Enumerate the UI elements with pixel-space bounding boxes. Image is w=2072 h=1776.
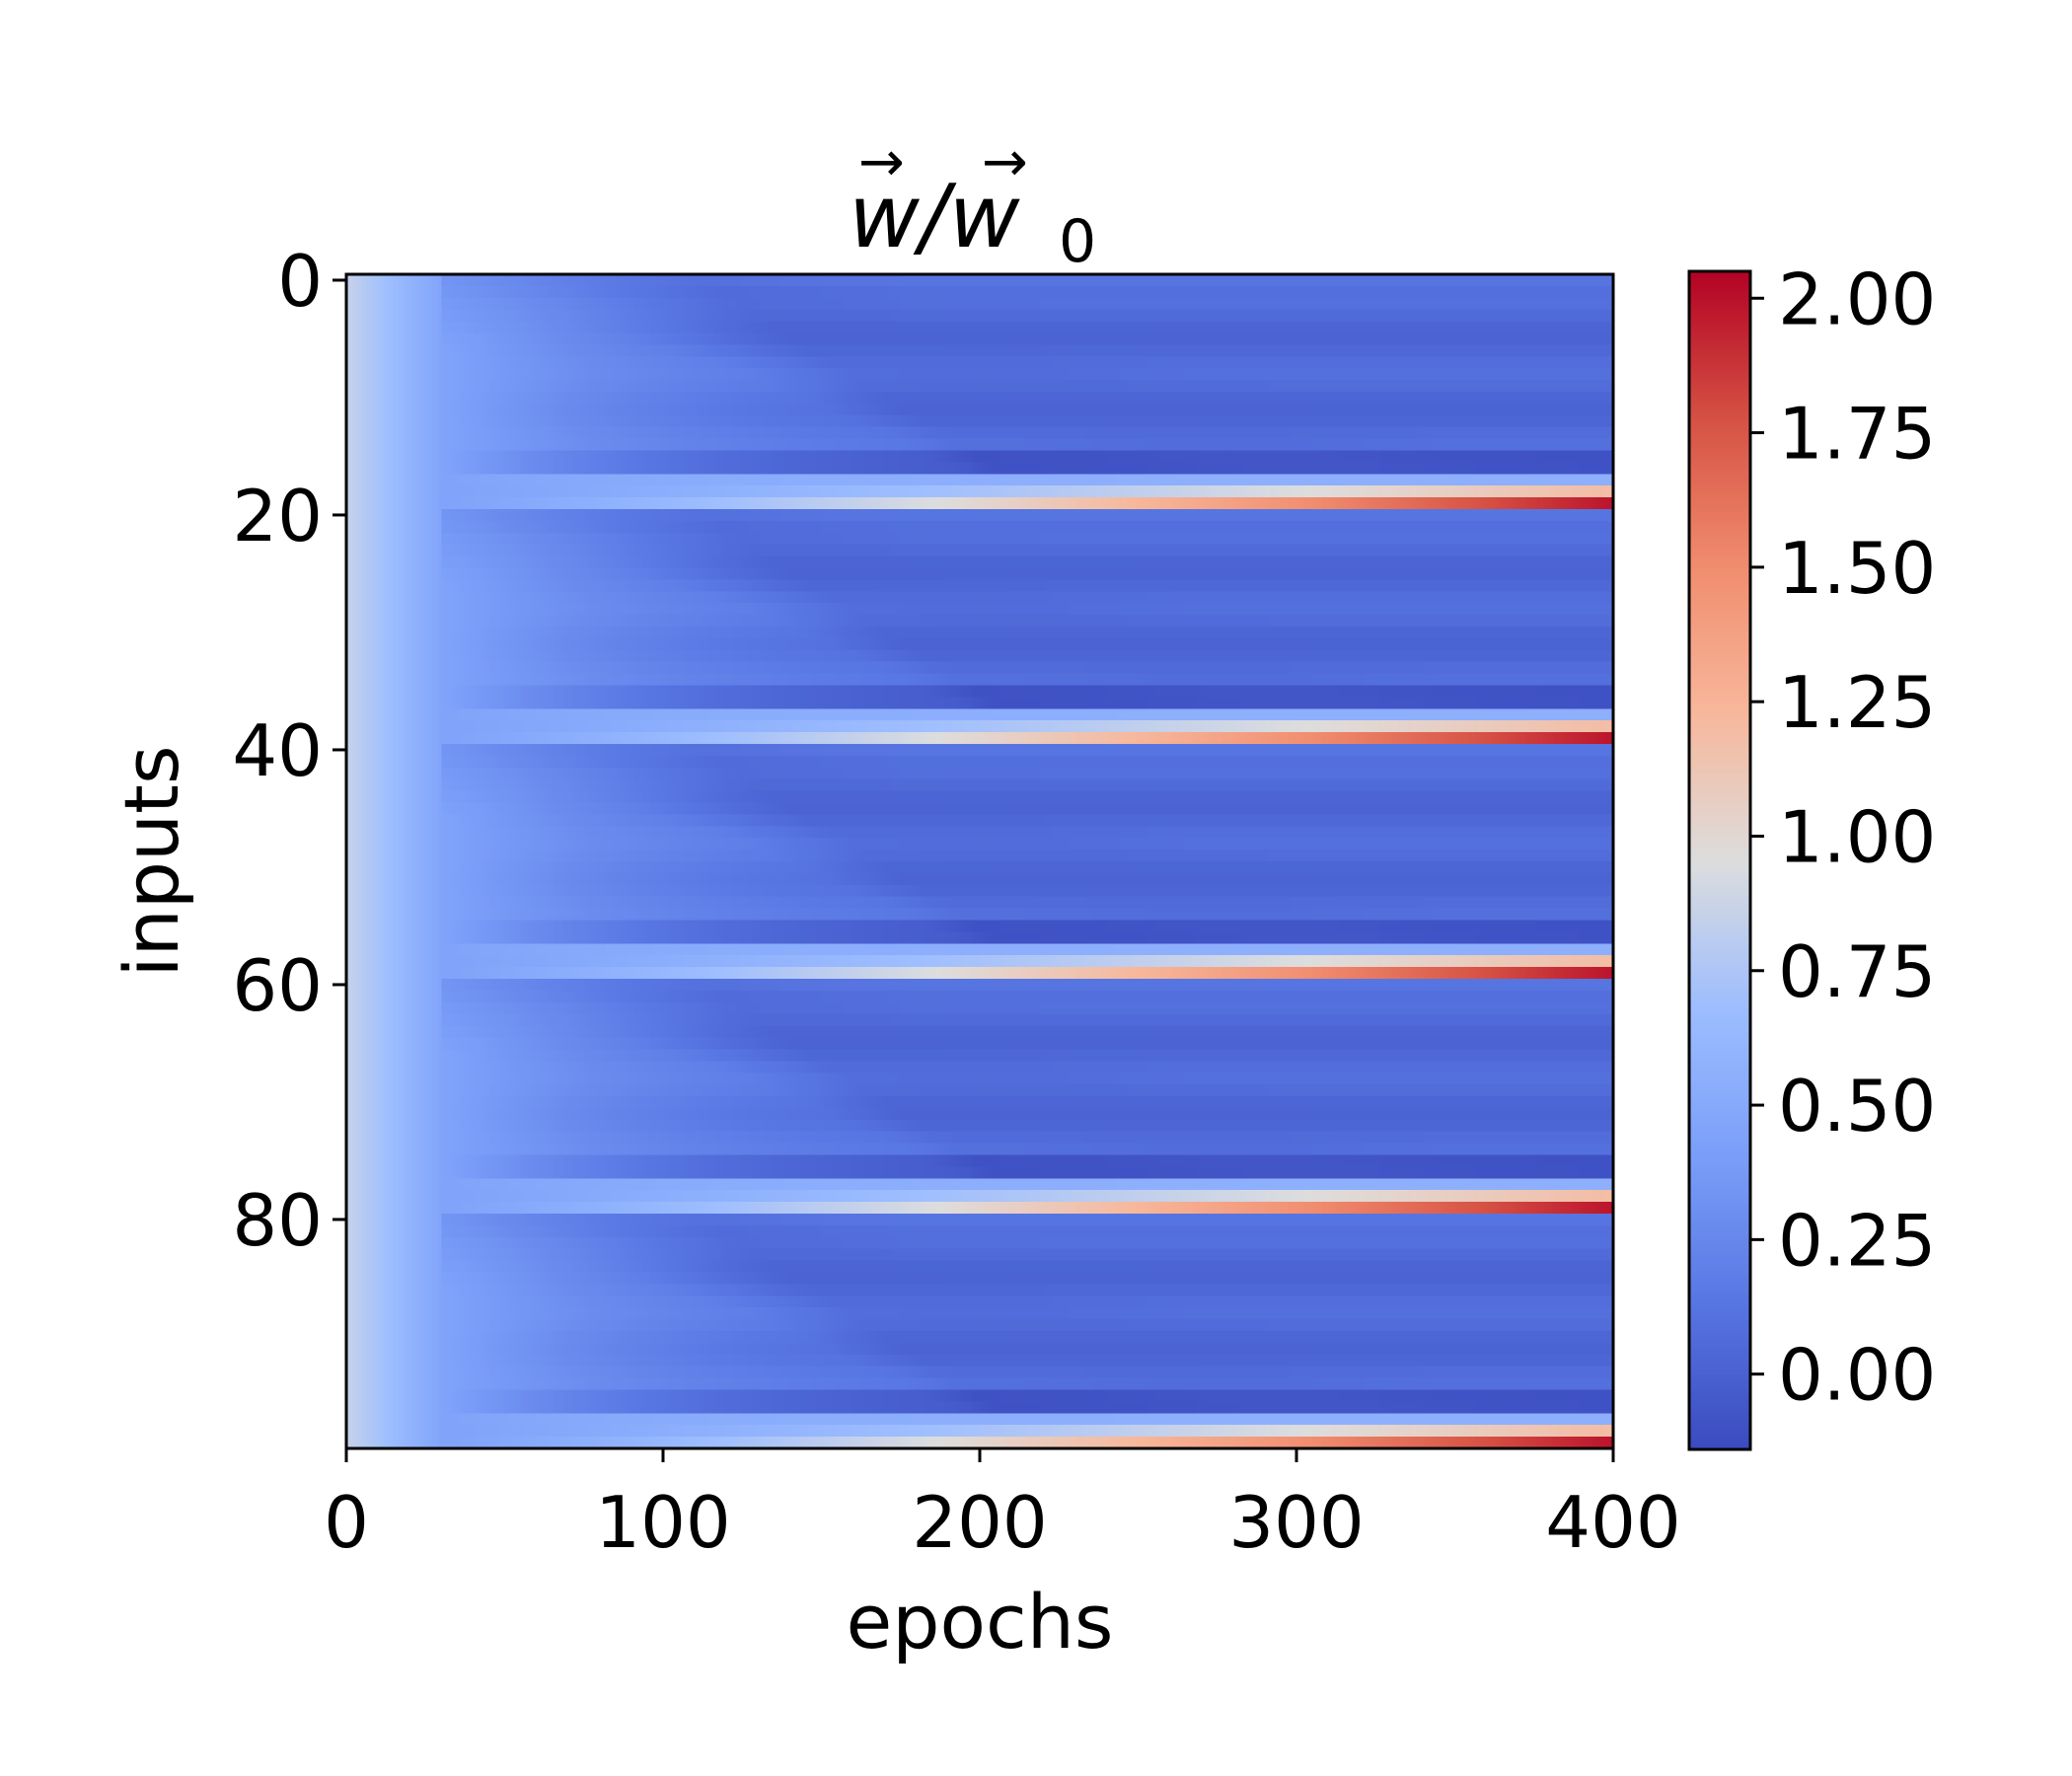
x-tick-label: 200	[912, 1481, 1047, 1564]
chart-title: w/w 0 → →	[849, 130, 1096, 276]
colorbar-frame	[1687, 269, 1752, 1451]
y-axis: 0 20 40 60 80	[232, 240, 346, 1262]
heatmap-plot-area	[346, 274, 1613, 1448]
y-axis-label: inputs	[108, 745, 195, 977]
x-axis: 0 100 200 300 400	[324, 1448, 1681, 1564]
y-tick-label: 80	[232, 1179, 323, 1262]
colorbar-tick-label: 0.75	[1778, 930, 1936, 1013]
y-tick-label: 20	[232, 475, 323, 557]
heatmap-image	[346, 274, 1613, 1448]
colorbar-tick-label: 0.00	[1778, 1334, 1936, 1417]
colorbar-tick-label: 1.50	[1778, 527, 1936, 610]
colorbar-gradient	[1689, 271, 1750, 1449]
y-tick-label: 60	[232, 944, 323, 1027]
y-tick-label: 40	[232, 709, 323, 792]
colorbar-tick-label: 1.00	[1778, 795, 1936, 878]
colorbar	[1689, 271, 1750, 1449]
colorbar-ticks: 0.00 0.25 0.50 0.75 1.00 1.25 1.50 1.75 2.00	[1750, 258, 1936, 1417]
title-w-text: w/w	[849, 166, 1021, 267]
x-tick-label: 400	[1545, 1481, 1680, 1564]
y-tick-label: 0	[277, 240, 323, 323]
x-tick-label: 300	[1228, 1481, 1364, 1564]
colorbar-tick-label: 0.50	[1778, 1065, 1936, 1147]
x-axis-label: epochs	[846, 1578, 1113, 1665]
title-subscript: 0	[1059, 207, 1096, 276]
colorbar-tick-label: 0.25	[1778, 1199, 1936, 1282]
x-tick-label: 0	[324, 1481, 369, 1564]
x-tick-label: 100	[595, 1481, 730, 1564]
colorbar-tick-label: 1.25	[1778, 661, 1936, 744]
colorbar-tick-label: 2.00	[1778, 258, 1936, 340]
title-arrow-1: →	[858, 130, 905, 194]
colorbar-tick-label: 1.75	[1778, 393, 1936, 476]
title-arrow-2: →	[982, 130, 1028, 194]
